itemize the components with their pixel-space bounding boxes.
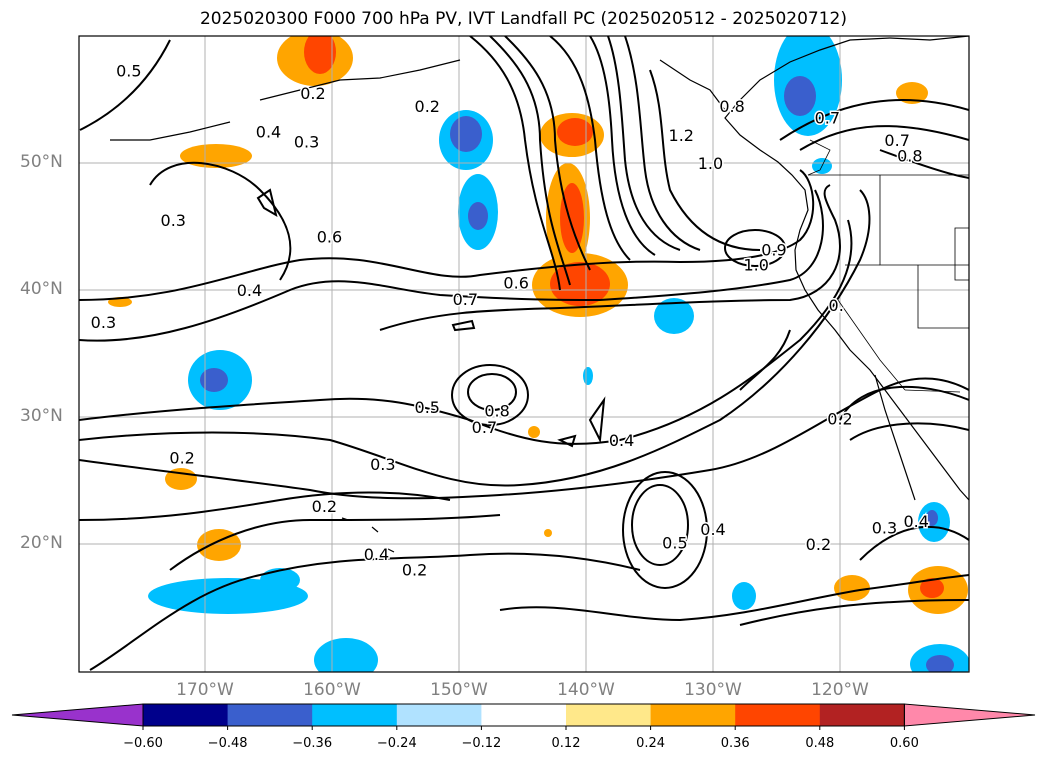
longitude-label: 130°W	[684, 680, 742, 700]
colorbar-swatch	[481, 704, 567, 726]
contour-label: 0.4	[903, 512, 928, 531]
contour-label: 0.2	[312, 497, 337, 516]
contour-label: 0.8	[484, 402, 509, 421]
political-borders	[807, 139, 969, 393]
contour-label: 0.2	[806, 535, 831, 554]
contour-label: 0.2	[402, 560, 427, 579]
contour-label: 0.4	[609, 431, 634, 450]
contour-labels: 0.50.20.20.40.30.30.60.40.30.60.70.81.21…	[89, 60, 930, 581]
contour-label: 0.8	[897, 146, 922, 165]
contour-label: 0.2	[827, 409, 852, 428]
colorbar-swatch	[227, 704, 313, 726]
colorbar-tick-label: −0.24	[376, 736, 417, 751]
colorbar-swatch	[650, 704, 736, 726]
colorbar-swatch	[312, 704, 398, 726]
contour-label: 0.8	[719, 97, 744, 116]
contour-label: 0.2	[300, 84, 325, 103]
colorbar-tick-label: 0.24	[636, 736, 666, 751]
colorbar-swatch	[396, 704, 482, 726]
colorbar-tick-label: −0.36	[292, 736, 333, 751]
contour-label: 0.2	[169, 449, 194, 468]
colorbar-min-extension	[11, 703, 144, 727]
latitude-label: 30°N	[20, 406, 63, 426]
contour-label: 1.0	[743, 256, 768, 275]
map-title: 2025020300 F000 700 hPa PV, IVT Landfall…	[199, 9, 847, 29]
contour-label: 0.	[829, 296, 844, 315]
colorbar-tick-label: −0.48	[207, 736, 248, 751]
contour-label: 0.3	[91, 313, 116, 332]
graticule	[79, 36, 969, 672]
longitude-label: 140°W	[557, 680, 615, 700]
colorbar-tick-label: 0.12	[551, 736, 581, 751]
coastlines	[110, 36, 969, 553]
map-frame	[78, 35, 970, 673]
colorbar	[11, 703, 1036, 730]
contour-label: 0.3	[161, 211, 186, 230]
latitude-label: 40°N	[20, 279, 63, 299]
latitude-label: 50°N	[20, 152, 63, 172]
contour-label: 0.7	[884, 131, 909, 150]
colorbar-tick-label: 0.36	[720, 736, 750, 751]
contour-label: 0.3	[294, 132, 319, 151]
colorbar-max-extension	[903, 703, 1036, 727]
contour-label: 0.5	[116, 61, 141, 80]
contour-label: 0.6	[317, 228, 342, 247]
colorbar-tick-label: −0.12	[461, 736, 502, 751]
longitude-label: 170°W	[176, 680, 234, 700]
colorbar-tick-label: −0.60	[123, 736, 163, 751]
contour-label: 0.7	[453, 290, 478, 309]
colorbar-tick-label: 0.48	[805, 736, 835, 751]
contour-label: 0.3	[872, 518, 897, 537]
pv-contours	[79, 36, 969, 671]
longitude-label: 150°W	[430, 680, 488, 700]
map-figure: 0.50.20.20.40.30.30.60.40.30.60.70.81.21…	[78, 35, 970, 673]
contour-label: 0.5	[662, 534, 687, 553]
colorbar-swatch	[566, 704, 652, 726]
longitude-label: 120°W	[811, 680, 869, 700]
colorbar-swatch	[819, 704, 905, 726]
contour-label: 0.4	[700, 520, 725, 539]
contour-label: 0.7	[815, 108, 840, 127]
latitude-label: 20°N	[20, 533, 63, 553]
colorbar-swatch	[143, 704, 229, 726]
colorbar-swatch	[735, 704, 821, 726]
contour-label: 0.2	[415, 97, 440, 116]
contour-label: 1.0	[698, 154, 723, 173]
contour-label: 0.4	[237, 281, 262, 300]
contour-label: 1.2	[669, 126, 694, 145]
contour-label: 0.4	[364, 545, 389, 564]
contour-label: 0.4	[256, 122, 281, 141]
contour-label: 0.7	[472, 418, 497, 437]
longitude-label: 160°W	[303, 680, 361, 700]
contour-label: 0.9	[761, 240, 786, 259]
contour-label: 0.6	[503, 273, 528, 292]
contour-label: 0.3	[370, 455, 395, 474]
colorbar-frame	[142, 703, 905, 727]
colorbar-tick-label: 0.60	[889, 736, 919, 751]
contour-label: 0.5	[415, 398, 440, 417]
